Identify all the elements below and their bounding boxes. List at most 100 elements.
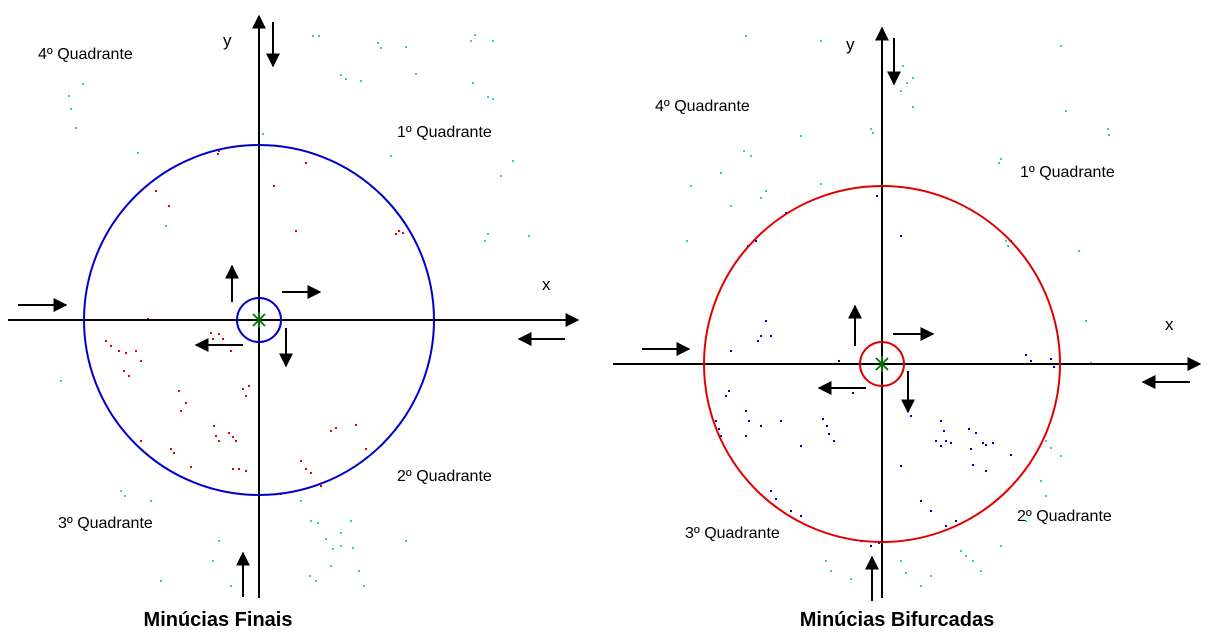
minutia-dot-outside xyxy=(765,190,767,192)
minutia-dot-inside xyxy=(213,425,215,427)
minutia-dot-outside xyxy=(487,96,489,98)
minutia-dot-outside xyxy=(1025,520,1027,522)
minutia-dot-inside xyxy=(745,410,747,412)
minutia-dot-outside xyxy=(360,80,362,82)
minutia-dot-outside xyxy=(720,172,722,174)
minutia-dot-inside xyxy=(833,440,835,442)
minutia-dot-outside xyxy=(1065,110,1067,112)
minutia-dot-outside xyxy=(1085,320,1087,322)
minutia-dot-inside xyxy=(955,520,957,522)
minutia-dot-outside xyxy=(870,128,872,130)
minutia-dot-outside xyxy=(160,580,162,582)
outer-circle-left xyxy=(83,144,435,496)
minutia-dot-outside xyxy=(165,225,167,227)
minutia-dot-inside xyxy=(970,448,972,450)
minutia-dot-outside xyxy=(358,570,360,572)
center-marker-left xyxy=(252,312,266,328)
panel-minucias-finais: y x 4º Quadrante 1º Quadrante 2º Quadran… xyxy=(8,14,580,631)
quadrant-4-label-right: 4º Quadrante xyxy=(655,98,750,115)
minutia-dot-outside xyxy=(312,35,314,37)
x-axis-label-right: x xyxy=(1165,315,1174,334)
minutia-dot-outside xyxy=(512,160,514,162)
minutia-dot-inside xyxy=(780,420,782,422)
outside-dots-right xyxy=(686,35,1110,587)
minutia-dot-outside xyxy=(750,155,752,157)
minutia-dot-outside xyxy=(920,585,922,587)
minutia-dot-outside xyxy=(972,560,974,562)
minutia-dot-outside xyxy=(906,82,908,84)
minutia-dot-outside xyxy=(68,95,70,97)
minutia-dot-outside xyxy=(70,108,72,110)
minutia-dot-outside xyxy=(405,46,407,48)
center-marker-right xyxy=(875,356,889,372)
minutia-dot-inside xyxy=(123,370,125,372)
quadrant-1-label-right: 1º Quadrante xyxy=(1020,164,1115,181)
minutia-dot-outside xyxy=(730,205,732,207)
minutia-dot-inside xyxy=(218,440,220,442)
minutia-dot-inside xyxy=(232,468,234,470)
minutia-dot-inside xyxy=(180,410,182,412)
minutia-dot-inside xyxy=(800,515,802,517)
caption-right: Minúcias Bifurcadas xyxy=(800,609,995,631)
inside-dots-left xyxy=(105,150,404,495)
minutia-dot-inside xyxy=(972,464,974,466)
minutia-dot-outside xyxy=(318,35,320,37)
minutia-dot-outside xyxy=(470,40,472,42)
minutia-dot-outside xyxy=(310,520,312,522)
minutia-dot-outside xyxy=(930,575,932,577)
minutia-dot-outside xyxy=(340,74,342,76)
minutia-dot-inside xyxy=(725,395,727,397)
minutia-dot-outside xyxy=(800,135,802,137)
minutia-dot-inside xyxy=(238,468,240,470)
minutia-dot-inside xyxy=(985,470,987,472)
minutia-dot-inside xyxy=(110,345,112,347)
minutia-dot-inside xyxy=(218,333,220,335)
minutia-dot-outside xyxy=(1107,128,1109,130)
minutia-dot-inside xyxy=(355,424,357,426)
minutia-dot-inside xyxy=(940,420,942,422)
minutia-dot-inside xyxy=(185,402,187,404)
minutia-dot-outside xyxy=(830,570,832,572)
quadrant-4-label-left: 4º Quadrante xyxy=(38,46,133,63)
minutia-dot-inside xyxy=(190,466,192,468)
minutia-dot-inside xyxy=(335,427,337,429)
minutia-dot-inside xyxy=(1010,454,1012,456)
inner-circle-right xyxy=(859,341,905,387)
minutia-dot-inside xyxy=(770,335,772,337)
minutia-dot-outside xyxy=(340,545,342,547)
minutia-dot-outside xyxy=(745,35,747,37)
minutia-dot-outside xyxy=(150,500,152,502)
minutia-dot-inside xyxy=(273,185,275,187)
minutia-dot-outside xyxy=(332,548,334,550)
minutia-dot-inside xyxy=(168,205,170,207)
quadrant-2-label-left: 2º Quadrante xyxy=(397,468,492,485)
minutia-dot-inside xyxy=(140,360,142,362)
minutia-dot-inside xyxy=(852,392,854,394)
minutia-dot-inside xyxy=(135,350,137,352)
minutia-dot-inside xyxy=(218,150,220,152)
minutia-dot-inside xyxy=(305,162,307,164)
minutia-dot-outside xyxy=(350,520,352,522)
minutia-dot-inside xyxy=(365,448,367,450)
minutia-dot-inside xyxy=(245,470,247,472)
minutia-dot-outside xyxy=(82,83,84,85)
minutia-dot-outside xyxy=(75,127,77,129)
minutia-dot-inside xyxy=(212,338,214,340)
minutia-dot-inside xyxy=(838,360,840,362)
minutia-dot-inside xyxy=(790,510,792,512)
minutia-dot-outside xyxy=(1007,245,1009,247)
minutia-dot-inside xyxy=(155,190,157,192)
minutia-dot-outside xyxy=(474,34,476,36)
minutia-dot-inside xyxy=(300,460,302,462)
minutia-dot-inside xyxy=(745,435,747,437)
minutia-dot-outside xyxy=(487,233,489,235)
minutia-dot-outside xyxy=(218,540,220,542)
minutia-dot-outside xyxy=(212,560,214,562)
minutia-dot-outside xyxy=(300,500,302,502)
minutia-dot-inside xyxy=(230,350,232,352)
minutia-dot-inside xyxy=(800,445,802,447)
minutia-dot-outside xyxy=(850,578,852,580)
minutia-dot-inside xyxy=(940,445,942,447)
minutia-dot-inside xyxy=(222,338,224,340)
